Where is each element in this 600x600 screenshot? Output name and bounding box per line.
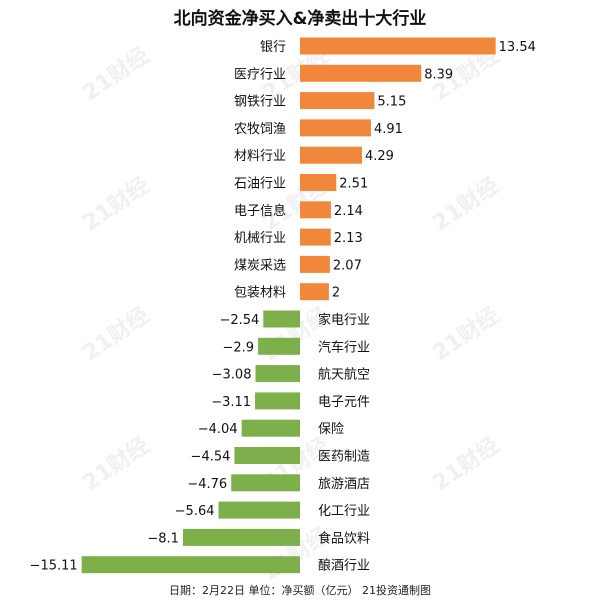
value-label: −2.9: [223, 340, 255, 355]
category-label: 医药制造: [318, 450, 370, 465]
bar: [300, 228, 331, 246]
category-label: 化工行业: [318, 504, 370, 519]
bar: [300, 201, 331, 219]
bar: [255, 365, 300, 383]
bar: [300, 37, 496, 55]
category-label: 煤炭采选: [234, 258, 286, 273]
watermark-text: 21财经: [78, 432, 154, 496]
value-label: −2.54: [219, 313, 259, 328]
bar: [300, 255, 330, 273]
category-label: 电子信息: [234, 203, 286, 219]
category-label: 材料行业: [234, 149, 286, 164]
bar: [300, 283, 329, 301]
bar: [263, 310, 300, 328]
watermark-text: 21财经: [428, 172, 504, 236]
watermark-text: 21财经: [428, 432, 504, 496]
value-label: −5.64: [175, 504, 215, 519]
category-label: 农牧饲渔: [234, 122, 286, 137]
category-label: 电子元件: [318, 395, 370, 410]
bar: [218, 501, 300, 519]
value-label: 8.39: [424, 67, 453, 82]
watermark-text: 21财经: [78, 302, 154, 366]
category-label: 酿酒行业: [318, 558, 370, 574]
category-label: 医疗行业: [234, 67, 286, 82]
value-label: −15.11: [30, 559, 78, 574]
value-label: 13.54: [499, 40, 536, 55]
value-label: 2.07: [333, 258, 362, 273]
value-label: 2.51: [339, 177, 368, 192]
value-label: −3.11: [211, 395, 251, 410]
bar: [300, 92, 375, 110]
bar: [81, 556, 301, 574]
bar: [231, 474, 300, 492]
bar: [258, 337, 300, 355]
value-label: −8.1: [147, 531, 179, 546]
bar: [234, 447, 300, 464]
category-label: 银行: [260, 40, 286, 55]
bar: [300, 174, 337, 191]
value-label: −4.76: [187, 477, 227, 492]
bar: [300, 146, 362, 164]
value-label: 4.29: [365, 149, 394, 164]
value-label: 2.13: [334, 231, 363, 246]
bar: [300, 119, 371, 137]
category-label: 包装材料: [234, 286, 286, 301]
bars-group: [81, 37, 496, 574]
labels-group: 银行 13.54 医疗行业 8.39 钢铁行业 5.15 农牧饲渔 4.91 材料行业 4.29 石…: [30, 40, 536, 574]
bar: [241, 419, 300, 437]
category-label: 机械行业: [234, 231, 286, 246]
category-label: 旅游酒店: [318, 477, 370, 492]
watermark-text: 21财经: [78, 172, 154, 236]
bar: [255, 392, 300, 410]
value-label: −4.04: [198, 422, 238, 437]
value-label: −4.54: [191, 450, 231, 465]
value-label: 2.14: [334, 204, 363, 219]
category-label: 食品饮料: [318, 530, 370, 546]
bar: [300, 64, 422, 82]
value-label: 5.15: [377, 95, 406, 110]
watermark-text: 21财经: [428, 302, 504, 366]
category-label: 保险: [318, 422, 344, 437]
watermark-text: 21财经: [78, 42, 154, 106]
value-label: 4.91: [374, 122, 403, 137]
value-label: 2: [332, 286, 340, 301]
chart-title: 北向资金净买入&净卖出十大行业: [173, 9, 427, 29]
category-label: 汽车行业: [318, 339, 370, 355]
category-label: 家电行业: [318, 312, 370, 328]
value-label: −3.08: [212, 368, 252, 383]
bar: [182, 528, 300, 546]
category-label: 钢铁行业: [234, 95, 286, 110]
category-label: 石油行业: [234, 177, 286, 192]
chart-footer: 日期：2月22日 单位：净买额（亿元） 21投资通制图: [169, 584, 431, 597]
category-label: 航天航空: [318, 367, 370, 383]
